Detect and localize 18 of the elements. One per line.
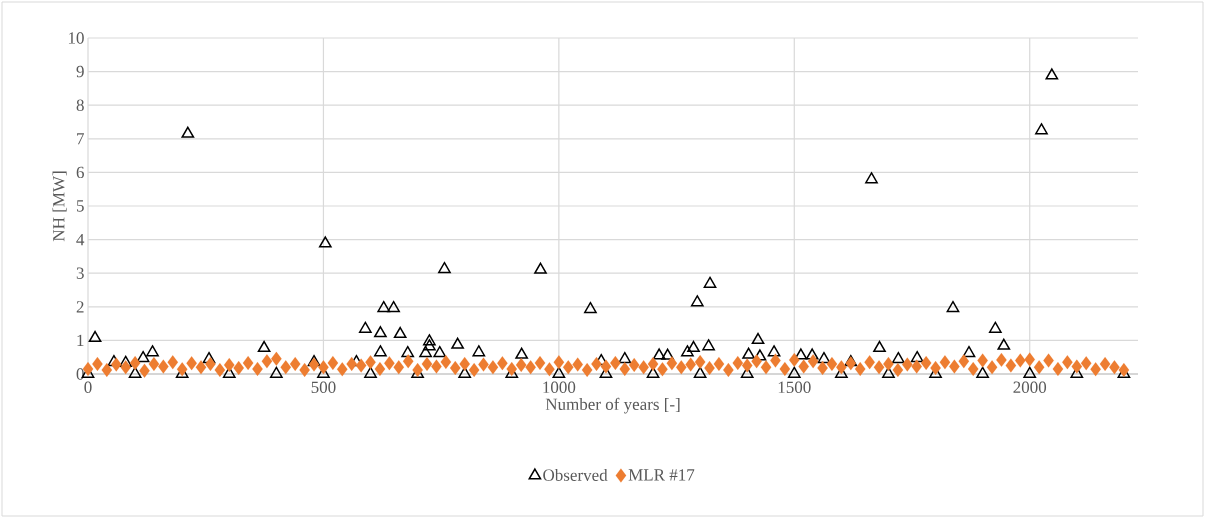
y-tick-label: 2 (76, 301, 84, 313)
x-tick-label: 500 (311, 381, 336, 393)
y-tick-label: 7 (77, 133, 84, 145)
legend-label: Observed (543, 468, 608, 481)
y-tick-label: 10 (68, 32, 84, 44)
x-tick-label: 2000 (1013, 381, 1047, 393)
y-tick-label: 5 (76, 200, 84, 212)
y-tick-label: 3 (76, 267, 84, 279)
y-tick-label: 4 (76, 234, 85, 246)
x-axis-title: Number of years [-] (545, 397, 680, 414)
x-tick-label: 1000 (543, 381, 576, 393)
y-tick-label: 9 (76, 65, 84, 78)
legend-label: MLR #17 (628, 469, 695, 481)
x-tick-label: 1500 (778, 381, 811, 393)
y-tick-label: 8 (76, 99, 84, 111)
y-tick-label: 1 (77, 334, 84, 346)
y-axis-title: NH [MW] (52, 171, 67, 242)
y-tick-label: 6 (76, 166, 84, 179)
